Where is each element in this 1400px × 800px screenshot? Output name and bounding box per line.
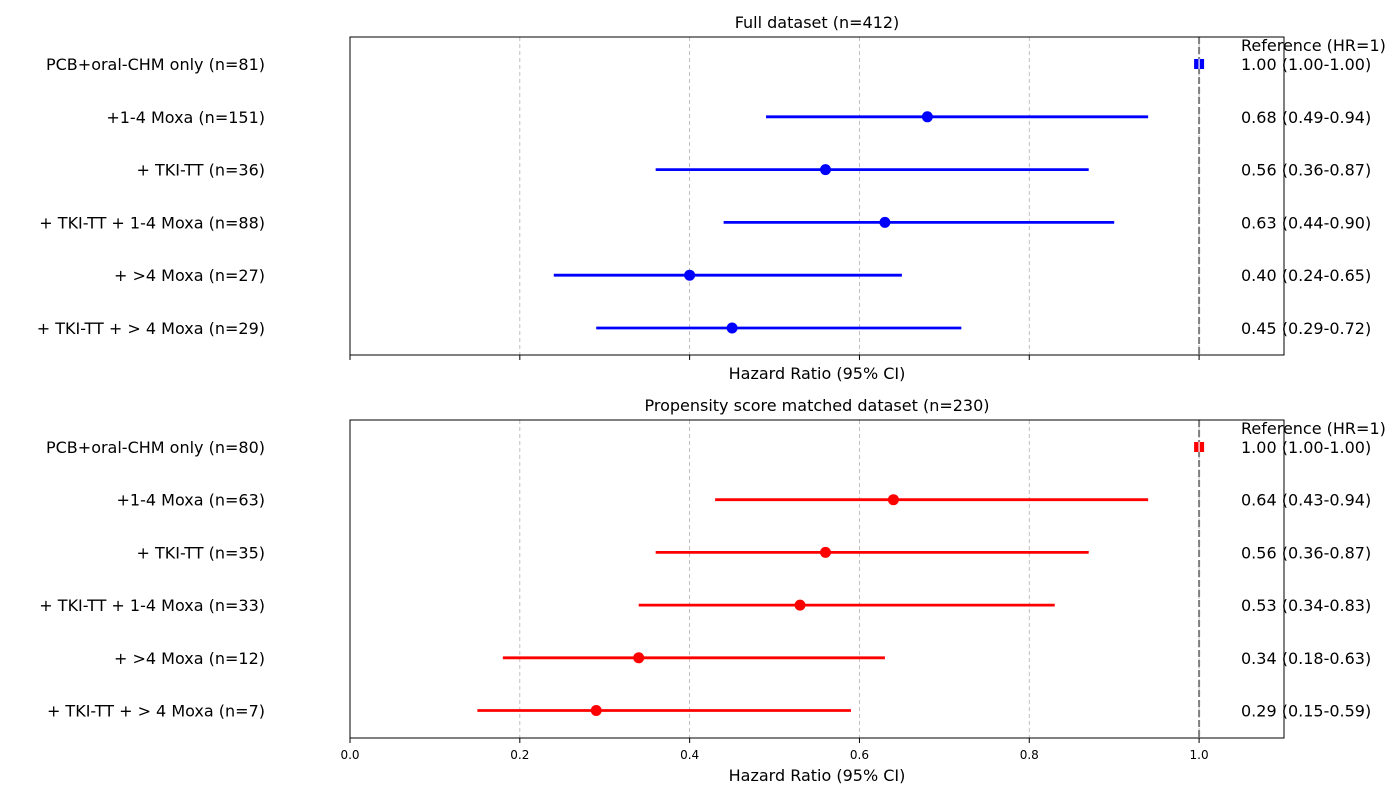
- hr-point: [590, 705, 602, 716]
- row-label: + TKI-TT + > 4 Moxa (n=29): [37, 319, 265, 338]
- hr-ci-text: 0.29 (0.15-0.59): [1241, 702, 1371, 721]
- hr-ci-text: 0.53 (0.34-0.83): [1241, 596, 1371, 615]
- x-tick-label: 0.6: [850, 748, 869, 762]
- hr-point: [879, 216, 891, 228]
- hr-ci-text: 0.45 (0.29-0.72): [1241, 319, 1371, 338]
- row-label: +1-4 Moxa (n=151): [106, 108, 265, 127]
- row-label: + TKI-TT (n=35): [136, 543, 265, 562]
- hr-ci-text: 0.40 (0.24-0.65): [1241, 266, 1371, 285]
- x-tick-label: 0.8: [1020, 748, 1039, 762]
- x-axis-label: Hazard Ratio (95% CI): [729, 364, 906, 383]
- panel-title: Propensity score matched dataset (n=230): [644, 396, 989, 415]
- row-label: PCB+oral-CHM only (n=80): [46, 438, 265, 457]
- row-label: +1-4 Moxa (n=63): [117, 491, 265, 510]
- row-label: + TKI-TT + > 4 Moxa (n=7): [47, 702, 265, 721]
- hr-point: [633, 652, 645, 664]
- x-tick-label: 0.0: [340, 748, 359, 762]
- axes-frame: [349, 419, 1285, 739]
- row-label: PCB+oral-CHM only (n=81): [46, 55, 265, 74]
- reference-label: Reference (HR=1): [1241, 419, 1386, 438]
- hr-ci-text: 0.63 (0.44-0.90): [1241, 213, 1371, 232]
- forest-panel-1: Full dataset (n=412) PCB+oral-CHM only (n…: [37, 13, 1386, 383]
- hr-point: [684, 269, 696, 281]
- row-label: + >4 Moxa (n=12): [114, 649, 265, 668]
- x-tick-label: 0.2: [510, 748, 529, 762]
- panel-title: Full dataset (n=412): [735, 13, 900, 32]
- hr-ci-text: 1.00 (1.00-1.00): [1241, 55, 1371, 74]
- hr-point: [887, 494, 899, 506]
- hr-ci-text: 0.34 (0.18-0.63): [1241, 649, 1371, 668]
- row-label: + >4 Moxa (n=27): [114, 266, 265, 285]
- row-label: + TKI-TT + 1-4 Moxa (n=33): [39, 596, 265, 615]
- row-label: + TKI-TT + 1-4 Moxa (n=88): [39, 213, 265, 232]
- reference-label: Reference (HR=1): [1241, 36, 1386, 55]
- hr-point: [819, 546, 831, 558]
- hr-ci-text: 0.64 (0.43-0.94): [1241, 491, 1371, 510]
- axes-frame: [349, 36, 1285, 356]
- x-tick-label: 1.0: [1190, 748, 1209, 762]
- x-tick-label: 0.4: [680, 748, 699, 762]
- hr-ci-text: 1.00 (1.00-1.00): [1241, 438, 1371, 457]
- x-axis-label: Hazard Ratio (95% CI): [729, 766, 906, 785]
- hr-point: [794, 599, 806, 611]
- hr-ci-text: 0.68 (0.49-0.94): [1241, 108, 1371, 127]
- hr-ci-text: 0.56 (0.36-0.87): [1241, 161, 1371, 180]
- hr-point: [726, 322, 738, 334]
- row-label: + TKI-TT (n=36): [136, 161, 265, 180]
- hr-point: [819, 164, 831, 176]
- hr-point: [921, 111, 933, 123]
- hr-ci-text: 0.56 (0.36-0.87): [1241, 543, 1371, 562]
- forest-panel-2: Propensity score matched dataset (n=230)…: [39, 396, 1386, 785]
